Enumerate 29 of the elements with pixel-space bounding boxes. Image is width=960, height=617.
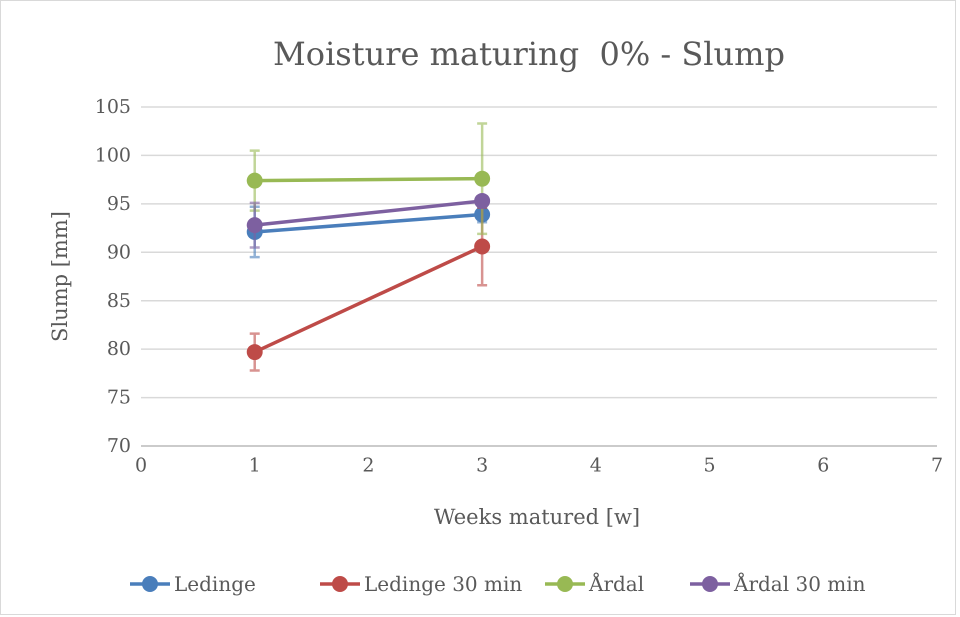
y-tick-label: 80	[106, 338, 131, 360]
point	[474, 170, 490, 187]
legend-label: Årdal 30 min	[733, 572, 866, 596]
x-tick-label: 1	[248, 454, 261, 476]
y-tick-label: 75	[106, 386, 131, 409]
point	[474, 192, 490, 209]
x-axis-title: Weeks matured [w]	[434, 505, 640, 529]
legend-label: Ledinge 30 min	[364, 572, 522, 596]
y-tick-label: 105	[94, 96, 131, 118]
chart-title: Moisture maturing 0% - Slump	[273, 35, 785, 73]
y-axis-title: Slump [mm]	[48, 211, 72, 342]
point	[246, 172, 263, 189]
x-tick-label: 2	[362, 454, 374, 476]
legend-label: Ledinge	[174, 572, 256, 596]
y-tick-label: 95	[106, 192, 131, 215]
point	[474, 238, 490, 254]
y-tick-label: 85	[106, 290, 131, 312]
y-tick-label: 90	[106, 241, 131, 264]
x-tick-label: 3	[476, 454, 488, 476]
x-tick-label: 7	[930, 454, 944, 476]
y-tick-label: 100	[94, 144, 131, 167]
x-tick-label: 4	[590, 454, 602, 476]
point	[246, 217, 263, 234]
x-tick-label: 5	[704, 454, 716, 476]
legend-label: Årdal	[588, 572, 644, 596]
x-tick-label: 6	[817, 454, 830, 476]
x-tick-label: 0	[134, 454, 148, 476]
y-tick-label: 70	[106, 435, 131, 458]
point	[246, 344, 263, 360]
